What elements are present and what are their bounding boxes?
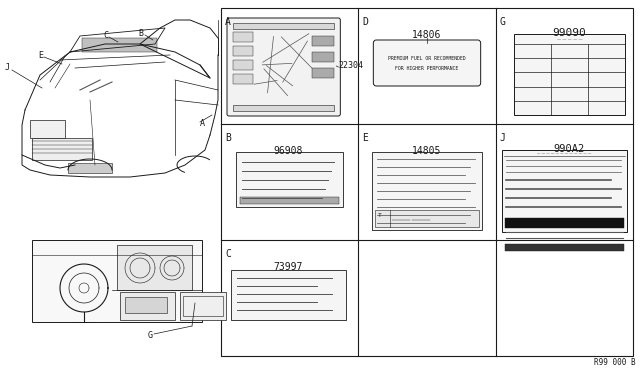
Bar xyxy=(372,152,482,230)
Text: G: G xyxy=(148,331,153,340)
Bar xyxy=(233,46,253,56)
Bar xyxy=(514,34,625,115)
Bar xyxy=(233,32,253,42)
Text: G: G xyxy=(500,17,506,27)
Text: 14805: 14805 xyxy=(412,146,442,156)
Text: R99 000 B: R99 000 B xyxy=(595,358,636,367)
FancyBboxPatch shape xyxy=(227,18,340,116)
Text: — — — — —: — — — — — xyxy=(557,37,582,41)
Bar xyxy=(312,68,334,78)
Bar xyxy=(505,244,624,251)
Text: C: C xyxy=(103,31,108,39)
Bar xyxy=(502,150,627,232)
Text: PREMIUM FUEL OR RECOMMENDED: PREMIUM FUEL OR RECOMMENDED xyxy=(388,55,466,61)
Bar xyxy=(180,292,226,320)
Bar xyxy=(125,297,167,313)
Text: FOR HIGHER PERFORMANCE: FOR HIGHER PERFORMANCE xyxy=(396,65,459,71)
Bar xyxy=(240,197,339,204)
Text: 22304: 22304 xyxy=(339,61,364,71)
FancyBboxPatch shape xyxy=(373,40,481,86)
Text: C: C xyxy=(225,249,231,259)
Text: T: T xyxy=(378,213,381,218)
Bar xyxy=(231,270,346,320)
Bar xyxy=(117,245,192,290)
Bar xyxy=(236,152,343,207)
Bar xyxy=(68,163,112,173)
Text: D: D xyxy=(362,17,368,27)
Bar xyxy=(32,240,202,322)
Text: J: J xyxy=(5,64,10,73)
Text: 73997: 73997 xyxy=(273,262,302,272)
Bar xyxy=(120,292,175,320)
Text: 990A2: 990A2 xyxy=(554,144,585,154)
Text: B: B xyxy=(225,133,231,143)
Bar xyxy=(233,23,334,29)
Bar xyxy=(312,52,334,62)
Text: J: J xyxy=(500,133,506,143)
Text: 96908: 96908 xyxy=(273,146,302,156)
Bar xyxy=(221,8,633,356)
Bar xyxy=(233,105,334,111)
Text: E: E xyxy=(38,51,43,60)
Text: 99090: 99090 xyxy=(552,28,586,38)
Bar xyxy=(233,74,253,84)
Text: A: A xyxy=(225,17,231,27)
Text: 14806: 14806 xyxy=(412,30,442,40)
Bar xyxy=(375,210,479,227)
Bar xyxy=(30,120,65,138)
Bar xyxy=(183,296,223,316)
Text: B: B xyxy=(138,29,143,38)
Bar xyxy=(32,138,92,160)
Bar xyxy=(505,218,624,228)
Bar xyxy=(82,38,157,52)
Bar xyxy=(312,36,334,46)
Text: A: A xyxy=(200,119,205,128)
Text: E: E xyxy=(362,133,368,143)
Bar xyxy=(233,60,253,70)
Text: — — — — — — — — — — — —: — — — — — — — — — — — — xyxy=(537,151,591,155)
